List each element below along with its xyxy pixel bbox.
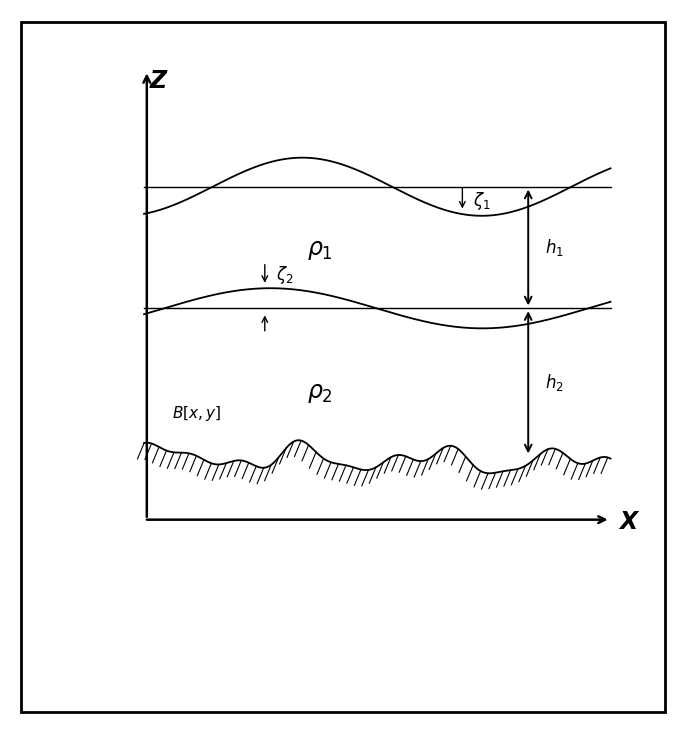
- Text: $\rho_2$: $\rho_2$: [307, 381, 333, 405]
- Text: $h_2$: $h_2$: [545, 371, 563, 393]
- Text: $h_1$: $h_1$: [545, 237, 564, 258]
- Text: Z: Z: [150, 69, 166, 93]
- Text: $\zeta_2$: $\zeta_2$: [276, 264, 293, 286]
- Text: $\zeta_1$: $\zeta_1$: [473, 190, 490, 212]
- Text: $B[x,y]$: $B[x,y]$: [172, 404, 220, 424]
- Text: X: X: [619, 510, 637, 534]
- Text: $\rho_1$: $\rho_1$: [307, 238, 333, 262]
